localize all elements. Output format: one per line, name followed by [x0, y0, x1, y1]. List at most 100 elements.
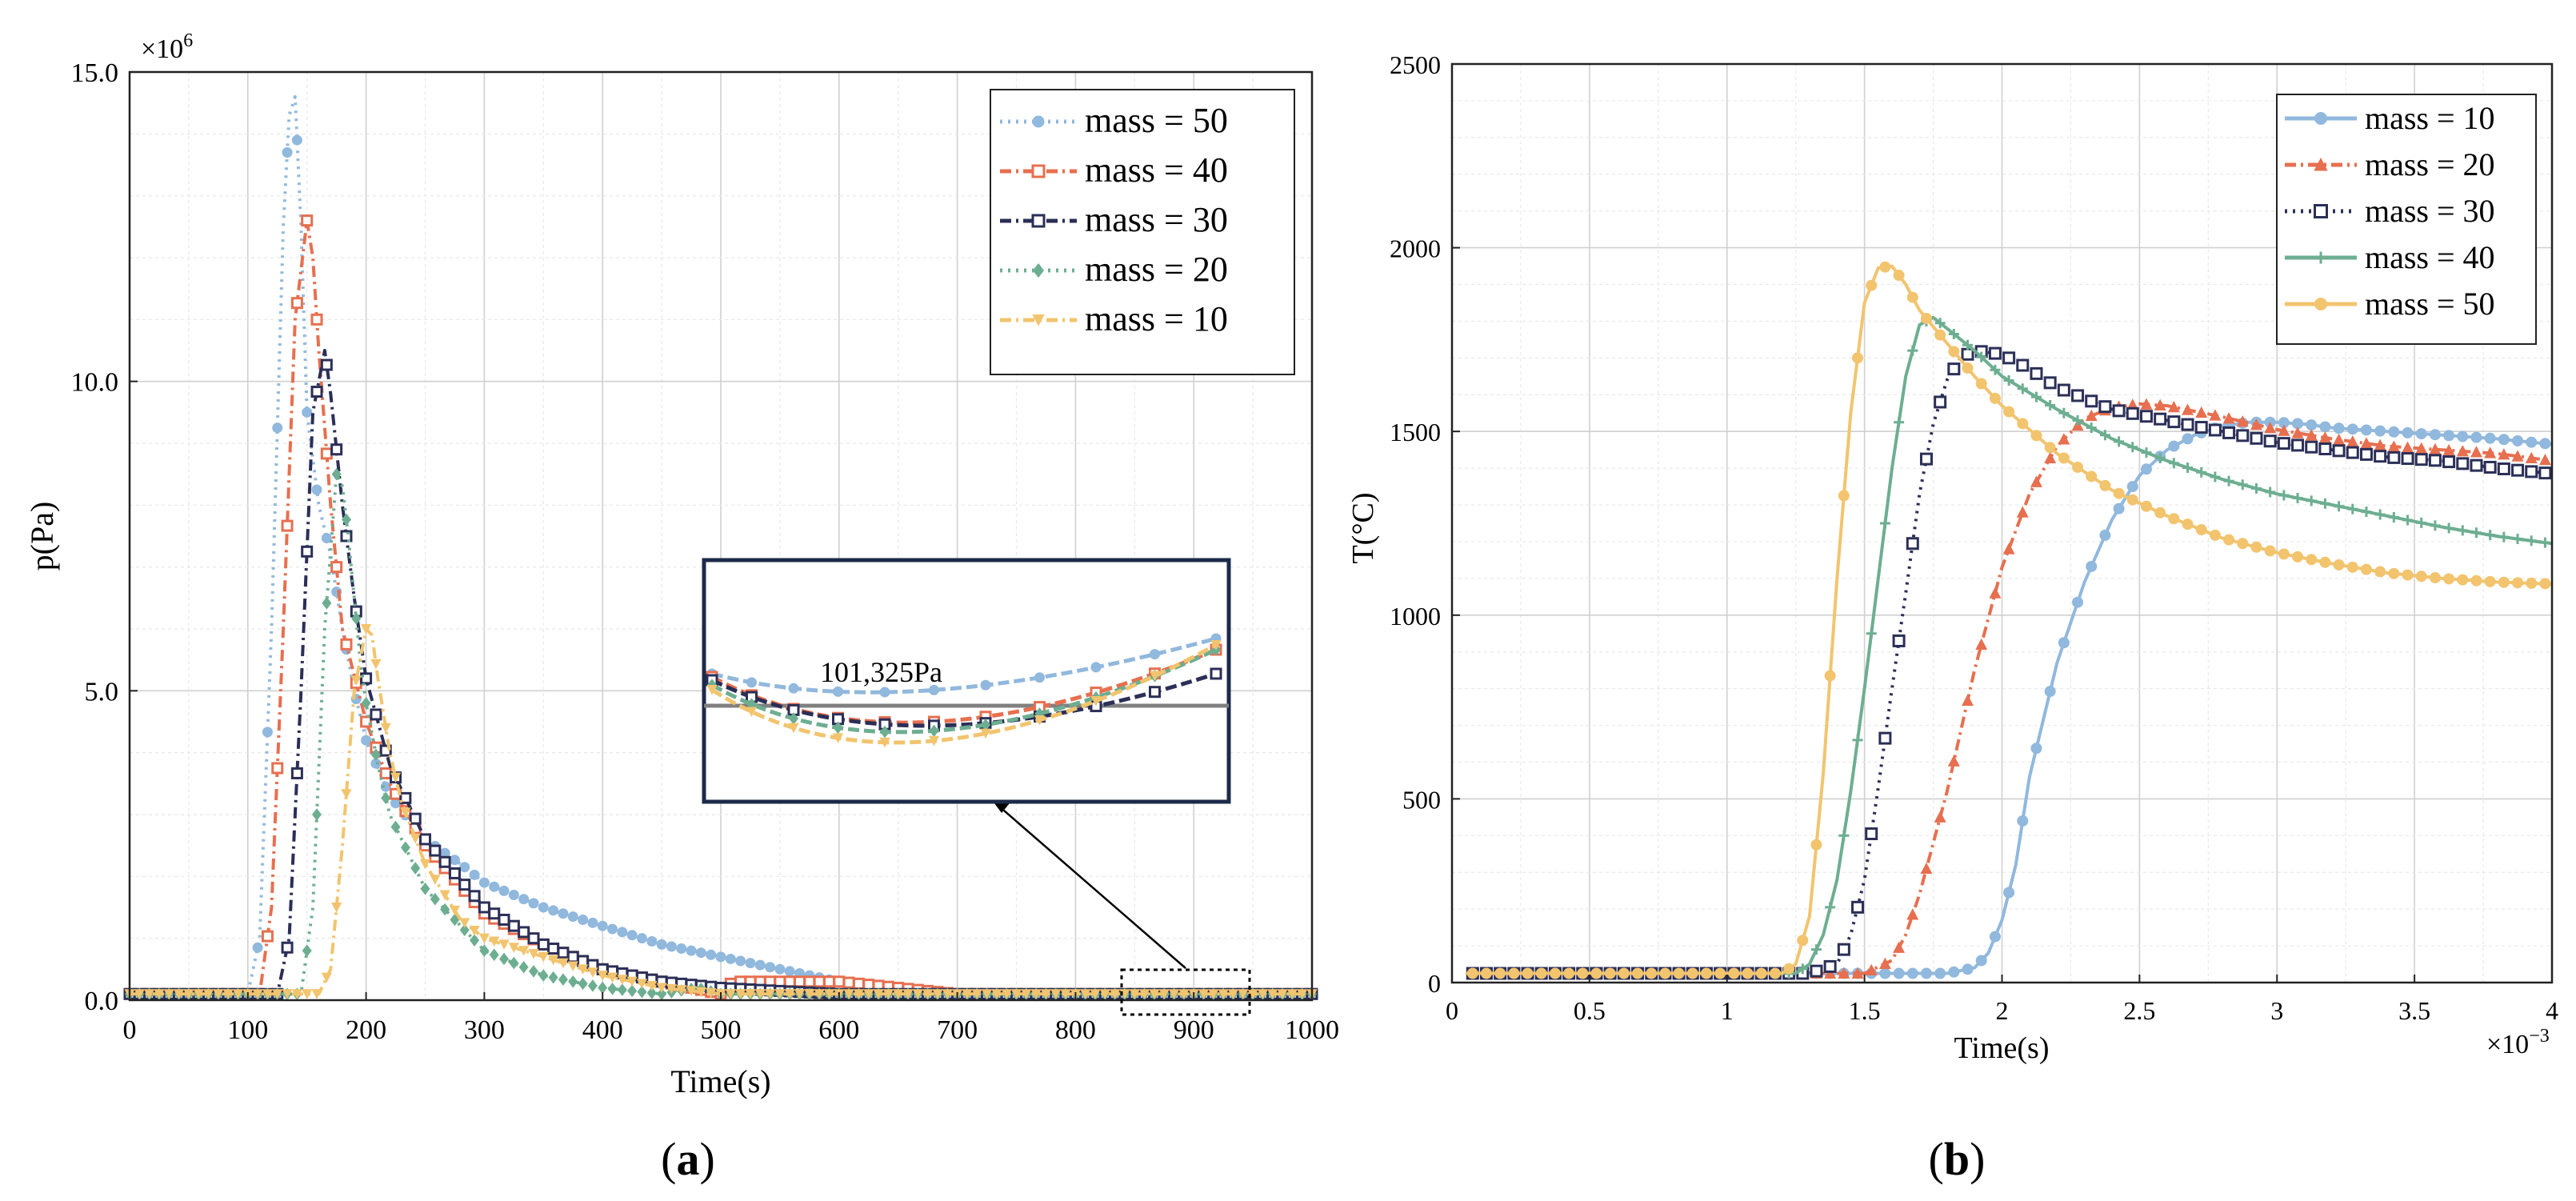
data-point: [617, 975, 628, 985]
data-point: [2374, 450, 2387, 463]
data-point: [2072, 596, 2084, 608]
series-line: [1466, 349, 2553, 975]
data-point: [282, 147, 293, 158]
inset-point: [833, 686, 843, 697]
data-point: [1227, 989, 1239, 999]
data-point: [1892, 634, 1906, 647]
data-point: [1673, 967, 1685, 979]
data-point: [2140, 463, 2152, 475]
data-point: [1838, 967, 1850, 979]
data-point: [302, 944, 312, 957]
data-point: [686, 945, 697, 956]
data-point: [310, 386, 323, 398]
data-point: [637, 985, 647, 999]
data-point: [2346, 446, 2359, 459]
data-point: [2195, 524, 2207, 536]
data-point: [567, 961, 578, 972]
data-point: [508, 890, 519, 901]
data-point: [1989, 586, 2002, 598]
data-point: [528, 965, 538, 978]
data-point: [488, 907, 501, 920]
data-point: [676, 985, 687, 995]
data-point: [2167, 415, 2181, 429]
chart-a-inset: 101,325Pa: [702, 558, 1231, 804]
data-point: [518, 960, 529, 974]
data-point: [2512, 534, 2523, 545]
data-point: [489, 948, 499, 962]
data-point: [2263, 434, 2277, 448]
data-point: [853, 989, 865, 999]
data-point: [1948, 966, 1960, 978]
data-point: [2223, 534, 2235, 546]
data-point: [2002, 351, 2016, 365]
data-point: [252, 942, 263, 953]
data-point: [509, 956, 519, 970]
data-point: [784, 966, 795, 977]
data-point: [2222, 412, 2235, 424]
data-point: [478, 877, 490, 888]
series-line: [1466, 315, 2553, 975]
data-point: [1604, 967, 1616, 979]
data-point: [1247, 989, 1258, 999]
data-point: [1535, 967, 1547, 979]
data-point: [2415, 428, 2427, 440]
data-point: [438, 855, 451, 868]
data-point: [1879, 261, 1891, 273]
inset-point: [1149, 671, 1161, 682]
data-point: [1866, 279, 1878, 291]
data-point: [262, 989, 274, 999]
data-point: [2072, 414, 2083, 426]
data-point: [1989, 392, 2001, 404]
data-point: [2058, 407, 2070, 418]
data-point: [2443, 522, 2454, 534]
data-point: [2539, 537, 2550, 548]
data-point: [548, 971, 558, 984]
data-point: [2374, 425, 2386, 437]
data-point: [2470, 458, 2483, 472]
data-point: [1010, 989, 1022, 999]
data-point: [1060, 989, 1071, 999]
data-point: [1267, 989, 1278, 999]
data-point: [449, 855, 460, 866]
data-point: [1865, 963, 1878, 976]
data-point: [1879, 967, 1891, 979]
data-point: [144, 989, 155, 999]
data-point: [587, 979, 598, 992]
inset-point: [1210, 640, 1222, 651]
data-point: [1810, 944, 1822, 955]
data-point: [538, 951, 549, 963]
legend-marker: [1031, 164, 1046, 178]
data-point: [380, 723, 391, 734]
data-point: [1976, 351, 1987, 362]
data-point: [1522, 967, 1534, 979]
inset-point: [746, 677, 757, 688]
data-point: [2498, 531, 2510, 542]
data-point: [390, 820, 401, 834]
legend-entry: mass = 30: [2285, 193, 2495, 229]
data-point: [528, 898, 539, 909]
legend-entry: mass = 10: [1000, 299, 1228, 338]
data-point: [548, 905, 559, 916]
data-point: [547, 943, 560, 955]
data-point: [1168, 989, 1180, 999]
data-point: [1920, 312, 1932, 324]
data-point: [271, 762, 284, 775]
inset-point: [880, 725, 890, 739]
data-point: [626, 976, 638, 987]
data-point: [2114, 436, 2125, 447]
data-point: [745, 958, 756, 969]
legend-marker: [2314, 298, 2327, 310]
data-point: [163, 989, 174, 999]
x-tick-label: 300: [464, 1015, 505, 1045]
data-point: [1480, 967, 1492, 979]
data-point: [1975, 378, 1987, 390]
data-point: [2017, 418, 2029, 430]
data-point: [754, 959, 766, 971]
data-point: [1906, 967, 1918, 979]
data-point: [154, 989, 165, 999]
legend-entry: mass = 20: [2285, 146, 2495, 182]
data-point: [578, 977, 588, 991]
data-point: [823, 989, 835, 999]
data-point: [498, 913, 510, 926]
legend-label: mass = 30: [1085, 200, 1228, 239]
